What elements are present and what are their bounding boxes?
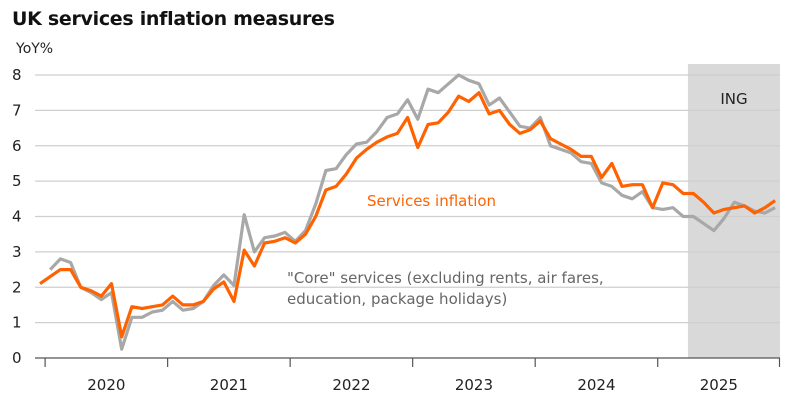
x-tick-label-2024: 2024 <box>577 376 615 394</box>
y-tick-label-5: 5 <box>12 172 22 190</box>
annotation-core-services-line2: education, package holidays) <box>287 290 507 308</box>
series-core-services <box>49 73 776 351</box>
x-tick-label-2020: 2020 <box>87 376 125 394</box>
x-tick-label-2023: 2023 <box>455 376 493 394</box>
annotation-core-services-line1: "Core" services (excluding rents, air fa… <box>287 269 604 287</box>
series-services-inflation <box>39 91 777 339</box>
forecast-region-layer: ING <box>687 64 780 358</box>
gridlines <box>35 74 780 324</box>
y-tick-label-7: 7 <box>12 101 22 119</box>
y-tick-label-1: 1 <box>12 314 22 332</box>
y-tick-label-6: 6 <box>12 137 22 155</box>
core-services-line <box>49 73 776 351</box>
series-lines <box>39 73 777 351</box>
y-tick-label-0: 0 <box>12 349 22 367</box>
y-tick-label-8: 8 <box>12 66 22 84</box>
x-tick-label-2021: 2021 <box>210 376 248 394</box>
y-axis-label: YoY% <box>16 41 54 57</box>
x-tick-label-2022: 2022 <box>332 376 370 394</box>
annotation-services-inflation: Services inflation <box>367 192 496 210</box>
x-tick-label-2025: 2025 <box>700 376 738 394</box>
x-axis <box>35 357 781 367</box>
chart-title: UK services inflation measures <box>12 8 335 30</box>
y-tick-label-4: 4 <box>12 208 22 226</box>
tick-labels: 0 1 2 3 4 5 6 7 8 2020 2021 2022 2023 2024 2025 <box>12 66 738 394</box>
forecast-shaded-region <box>687 64 780 358</box>
y-tick-label-3: 3 <box>12 243 22 261</box>
forecast-region-label: ING <box>720 90 747 108</box>
y-tick-label-2: 2 <box>12 278 22 296</box>
